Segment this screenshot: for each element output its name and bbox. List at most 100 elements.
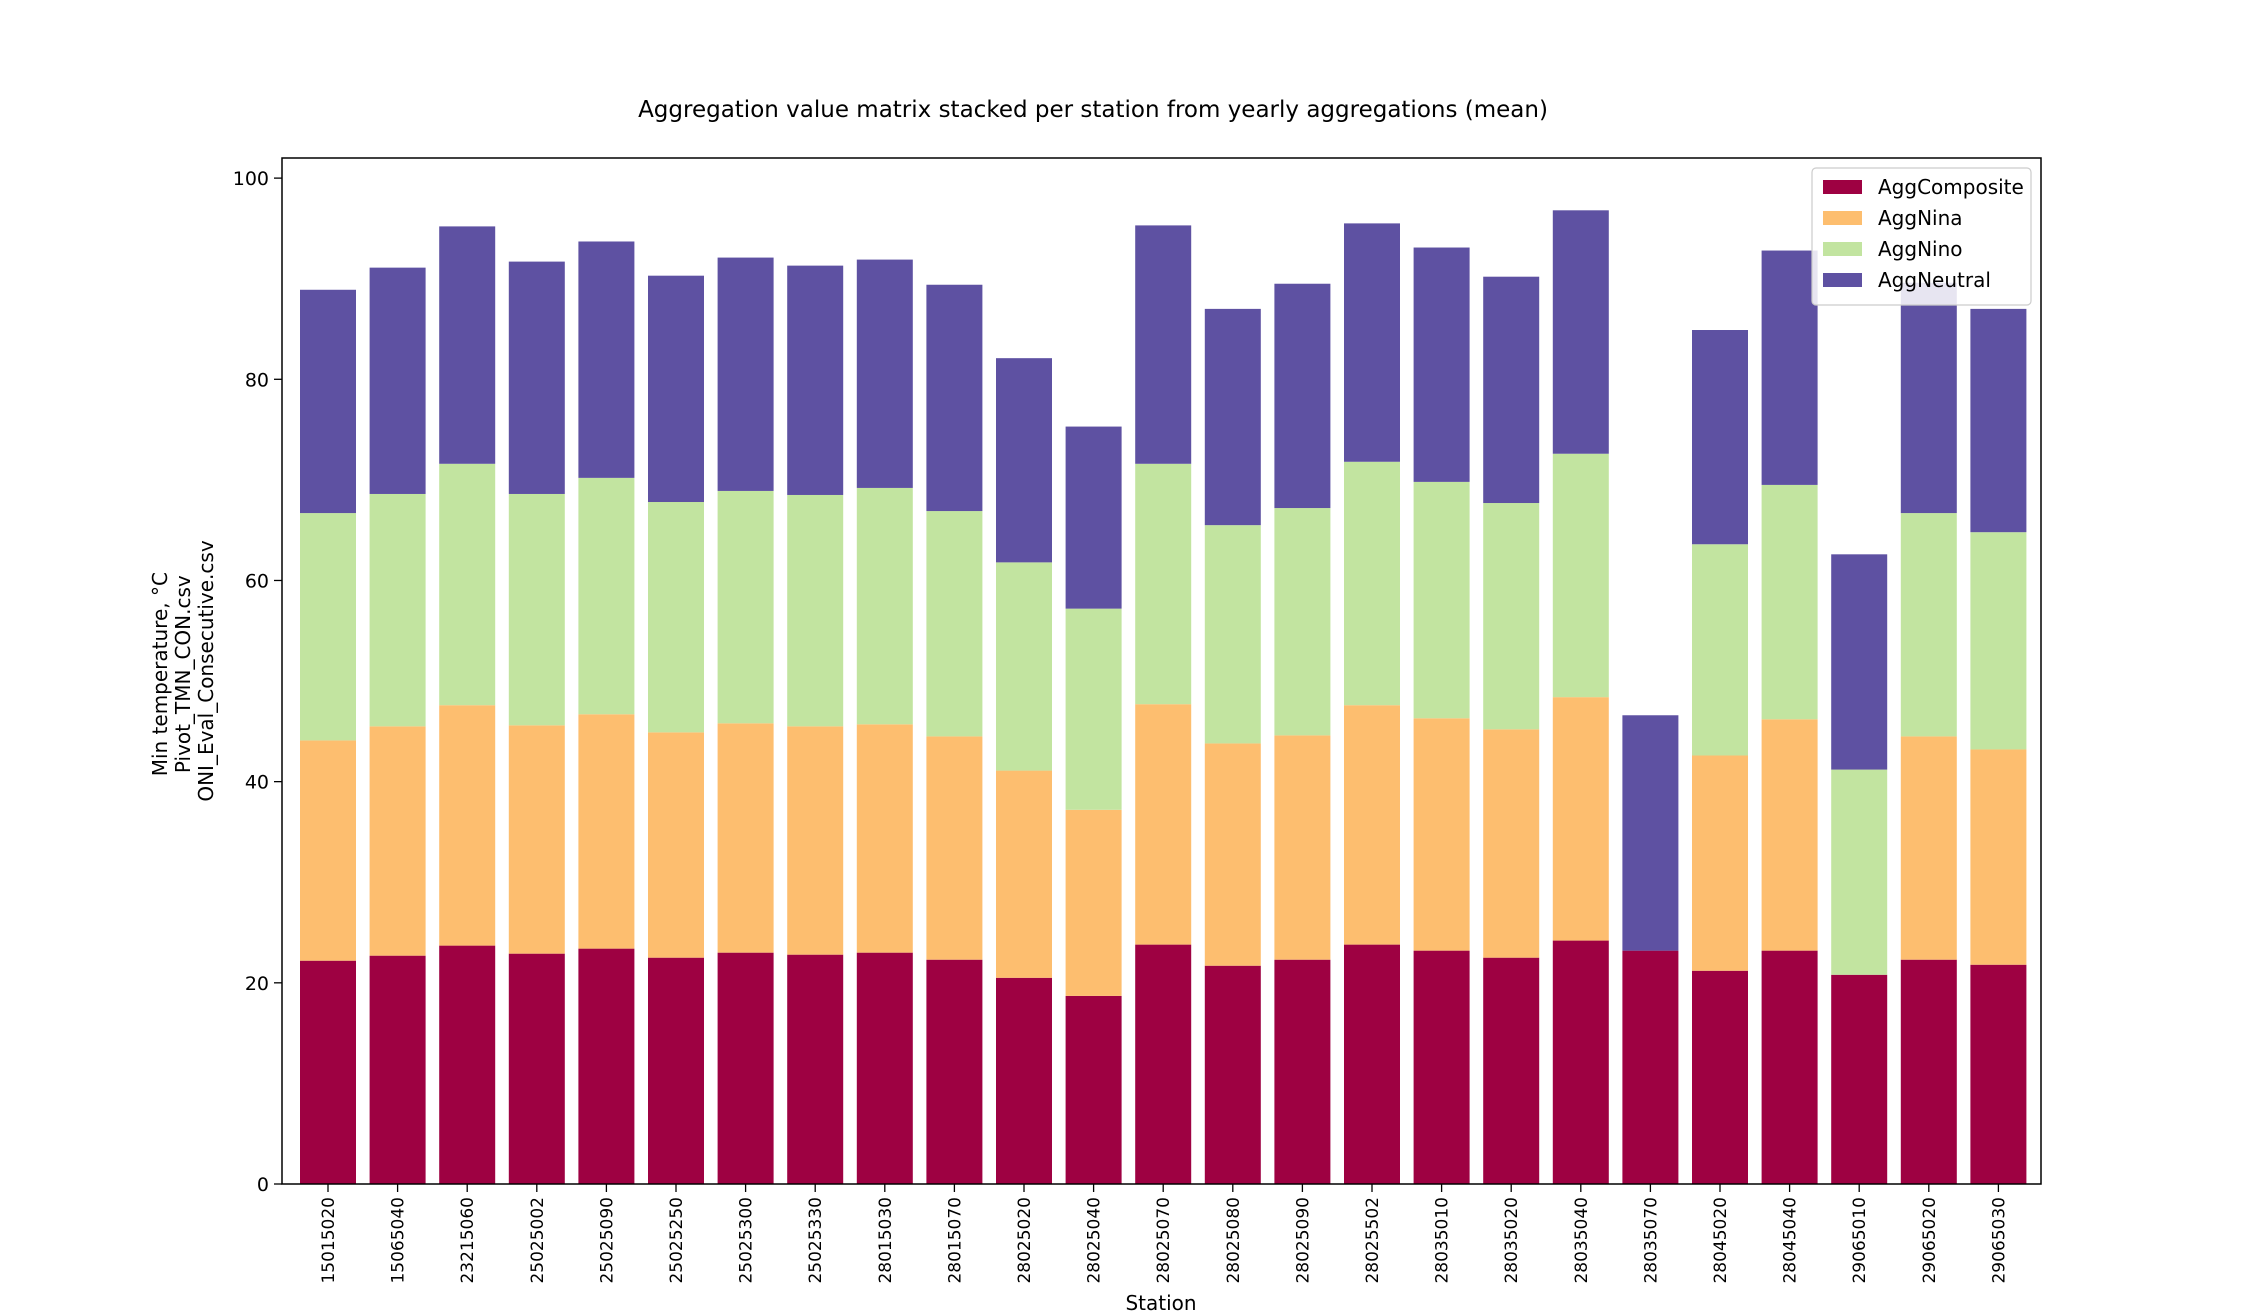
legend-label-aggneutral: AggNeutral	[1878, 268, 1991, 292]
bar-aggneutral-29065010	[1831, 554, 1888, 770]
y-tick-label-60: 60	[245, 570, 269, 592]
bar-aggcomposite-15015020	[300, 960, 356, 1184]
bar-aggneutral-25025330	[787, 265, 844, 495]
bar-aggnino-23215060	[439, 463, 496, 706]
bar-aggcomposite-28025090	[1274, 959, 1331, 1184]
bar-aggcomposite-28025020	[996, 977, 1052, 1184]
bar-aggnina-28015030	[856, 724, 913, 953]
bar-aggneutral-28045040	[1761, 250, 1818, 485]
bar-aggcomposite-28035020	[1483, 957, 1540, 1184]
bar-aggneutral-28025080	[1204, 308, 1261, 526]
bar-aggneutral-28025040	[1065, 426, 1122, 609]
bar-aggcomposite-23215060	[439, 945, 496, 1184]
bar-aggnino-29065020	[1900, 513, 1957, 737]
x-tick-label-29065010: 29065010	[1850, 1197, 1870, 1284]
bar-aggneutral-28015070	[926, 284, 983, 512]
x-tick-label-28025070: 28025070	[1154, 1197, 1174, 1284]
y-axis-label: Min temperature, °C Pivot_TMN_CON.csv ON…	[148, 540, 218, 801]
legend-swatch-aggneutral	[1823, 273, 1862, 287]
legend-swatch-aggnina	[1823, 211, 1862, 225]
bar-aggnina-15065040	[369, 726, 426, 956]
x-tick-label-25025090: 25025090	[597, 1197, 617, 1284]
x-tick-label-28045040: 28045040	[1781, 1197, 1801, 1284]
bar-aggnina-29065030	[1970, 749, 2027, 965]
bar-aggnino-25025300	[717, 490, 774, 724]
bar-aggnino-28025502	[1344, 461, 1400, 706]
bar-aggnina-25025330	[787, 726, 844, 955]
bar-aggcomposite-28025502	[1344, 944, 1400, 1184]
bar-aggnina-28025502	[1344, 705, 1400, 945]
bar-aggneutral-25025002	[508, 261, 565, 494]
bar-aggnino-25025330	[787, 494, 844, 727]
legend-label-aggcomposite: AggComposite	[1878, 175, 2024, 199]
x-tick-label-28025020: 28025020	[1015, 1197, 1035, 1284]
bar-aggnino-15015020	[300, 513, 356, 741]
bar-aggcomposite-28035010	[1413, 950, 1470, 1184]
x-tick-label-28025080: 28025080	[1224, 1197, 1244, 1284]
legend-label-aggnino: AggNino	[1878, 237, 1963, 261]
bar-aggnino-28045040	[1761, 484, 1818, 720]
bar-aggneutral-23215060	[439, 226, 496, 464]
bar-aggnino-28025070	[1135, 463, 1192, 705]
bar-aggcomposite-28035070	[1622, 950, 1679, 1184]
x-tick-label-28035070: 28035070	[1641, 1197, 1661, 1284]
bar-aggnina-15015020	[300, 740, 356, 961]
x-tick-label-28035020: 28035020	[1502, 1197, 1522, 1284]
bar-aggnina-25025002	[508, 725, 565, 954]
legend-swatch-aggnino	[1823, 242, 1862, 256]
bar-aggcomposite-25025330	[787, 954, 844, 1184]
bar-aggneutral-29065020	[1900, 282, 1957, 514]
x-tick-label-28015030: 28015030	[876, 1197, 896, 1284]
bar-aggneutral-28035070	[1622, 715, 1679, 951]
bar-aggcomposite-28015070	[926, 959, 983, 1184]
bar-aggnino-29065030	[1970, 532, 2027, 750]
bar-aggcomposite-28015030	[856, 952, 913, 1184]
bar-aggnino-15065040	[369, 493, 426, 727]
legend-box	[1811, 167, 2032, 306]
x-axis: 15015020 15065040 23215060 25025002 25025090…	[319, 1184, 2009, 1284]
bar-aggnina-28025040	[1065, 809, 1122, 996]
bar-aggcomposite-29065020	[1900, 959, 1957, 1184]
bar-aggneutral-28025020	[996, 358, 1052, 563]
bar-aggnino-28035010	[1413, 481, 1470, 719]
bar-aggnina-28025070	[1135, 704, 1192, 945]
bar-aggnino-28025020	[996, 562, 1052, 771]
x-tick-label-29065020: 29065020	[1920, 1197, 1940, 1284]
bar-aggneutral-28025502	[1344, 223, 1400, 462]
bar-aggnina-28025090	[1274, 735, 1331, 960]
bar-aggneutral-28015030	[856, 259, 913, 488]
y-tick-label-100: 100	[233, 168, 269, 190]
x-tick-label-28025040: 28025040	[1085, 1197, 1105, 1284]
bar-aggneutral-25025250	[648, 275, 704, 503]
bar-aggcomposite-28045040	[1761, 950, 1818, 1184]
bars-layer	[300, 210, 2027, 1184]
bar-aggcomposite-29065010	[1831, 974, 1888, 1184]
x-tick-label-28015070: 28015070	[945, 1197, 965, 1284]
x-tick-label-25025250: 25025250	[667, 1197, 687, 1284]
bar-aggnina-28045040	[1761, 719, 1818, 951]
bar-aggcomposite-28045020	[1692, 970, 1748, 1184]
bar-aggnino-28025080	[1204, 525, 1261, 744]
bar-aggnina-25025090	[578, 714, 635, 949]
plot-frame	[281, 157, 2042, 1185]
bar-aggcomposite-15065040	[369, 955, 426, 1184]
bar-aggnino-28045020	[1692, 544, 1748, 756]
x-tick-label-23215060: 23215060	[458, 1197, 478, 1284]
bar-aggneutral-28045020	[1692, 330, 1748, 545]
x-tick-label-15065040: 15065040	[389, 1197, 409, 1284]
bar-aggnina-28015070	[926, 736, 983, 960]
x-tick-label-28035040: 28035040	[1572, 1197, 1592, 1284]
bar-aggcomposite-25025002	[508, 953, 565, 1184]
bar-aggneutral-28025090	[1274, 283, 1331, 509]
y-axis-label-line-3: ONI_Eval_Consecutive.csv	[194, 540, 218, 801]
x-tick-label-29065030: 29065030	[1989, 1197, 2009, 1284]
bar-aggnina-28035010	[1413, 718, 1470, 951]
y-tick-label-20: 20	[245, 973, 269, 995]
y-axis: 0 20 40 60 80 100	[233, 168, 282, 1196]
bar-aggnino-28025090	[1274, 508, 1331, 736]
bar-aggneutral-28035040	[1552, 210, 1609, 454]
bar-aggcomposite-28025080	[1204, 965, 1261, 1184]
y-axis-label-line-2: Pivot_TMN_CON.csv	[171, 575, 195, 773]
bar-aggnina-29065020	[1900, 736, 1957, 960]
